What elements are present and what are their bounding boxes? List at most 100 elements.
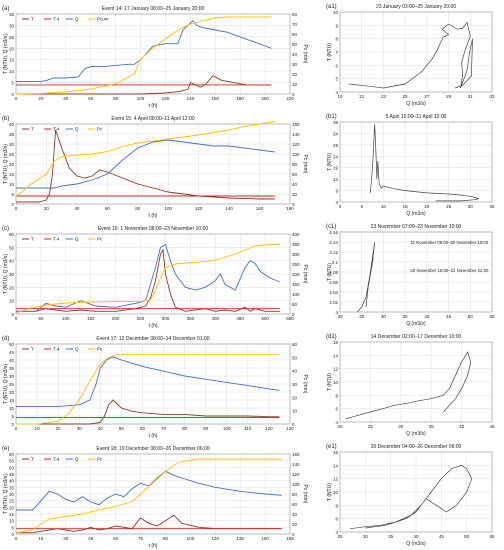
series-line-q [16, 470, 282, 511]
y-tick-label: 45 [9, 350, 15, 355]
x-tick-label: 45 [439, 534, 445, 539]
series-line-q [16, 20, 272, 82]
y-tick-label: 30 [9, 142, 15, 147]
x-tick-label: 35 [429, 424, 435, 429]
x-tick-label: 55 [489, 534, 495, 539]
x-tick-label: 40 [459, 424, 465, 429]
y2-tick-label: 160 [292, 452, 300, 457]
hysteresis-loop [348, 21, 473, 89]
y-tick-label: 45 [9, 472, 15, 477]
legend-label: T [31, 347, 34, 352]
x-tick-label: 0 [15, 316, 18, 321]
x-tick-label: 80 [182, 426, 188, 431]
y-tick-label: 6 [335, 407, 338, 412]
x-axis-label: t (h) [149, 103, 158, 109]
y-tick-label: 10 [9, 299, 15, 304]
legend-label: T [31, 457, 34, 462]
y-tick-label: 10 [333, 380, 339, 385]
x-tick-label: 80 [135, 206, 141, 211]
panel-label: (e) [2, 446, 9, 452]
plot-frame [339, 341, 493, 423]
y-tick-label: 60 [9, 232, 15, 237]
x-tick-label: 50 [468, 314, 474, 319]
y2-tick-label: 0 [292, 202, 295, 207]
y-tick-label: 35 [9, 485, 15, 490]
y2-tick-label: 10 [292, 82, 298, 87]
x-tick-label: 160 [256, 206, 264, 211]
x-tick-label: 0 [15, 536, 18, 541]
y-tick-label: 40 [9, 358, 15, 363]
x-tick-label: 20 [337, 424, 343, 429]
x-tick-label: 45 [446, 314, 452, 319]
y-tick-label: 20 [9, 390, 15, 395]
x-tick-label: 100 [137, 96, 145, 101]
x-axis-label: t (h) [149, 433, 158, 439]
x-tick-label: 100 [164, 206, 172, 211]
y2-tick-label: 60 [292, 502, 298, 507]
x-tick-label: 27 [424, 94, 430, 99]
y-tick-label: 4.14 [329, 240, 338, 245]
y2-tick-label: 40 [292, 369, 298, 374]
x-tick-label: 45 [88, 536, 94, 541]
y2-tick-label: 30 [292, 382, 298, 387]
y2-tick-label: 140 [292, 462, 300, 467]
x-tick-label: 200 [261, 96, 269, 101]
y-tick-label: 15 [9, 512, 15, 517]
timeseries-panel: 0 10 20 30 40 50 60 0 50 100 150 200 250 300 350 400 450… [2, 226, 308, 329]
x-tick-label: 20 [424, 204, 430, 209]
y-tick-label: 40 [9, 122, 15, 127]
x-tick-label: 29 [446, 94, 452, 99]
y-tick-label: 14 [333, 353, 339, 358]
legend-label: Q [75, 457, 79, 462]
x-axis-label: t (h) [149, 213, 158, 219]
x-tick-label: 55 [489, 314, 495, 319]
x-axis-label: Q (m3/s) [406, 431, 426, 437]
y2-tick-label: 60 [292, 172, 298, 177]
x-tick-label: 21 [359, 94, 365, 99]
y-axis-label: T (NTU) [327, 43, 333, 61]
legend-label: Pc [97, 237, 103, 242]
x-tick-label: 165 [286, 536, 294, 541]
y-tick-label: 5 [11, 81, 14, 86]
x-tick-label: 30 [381, 314, 387, 319]
x-tick-label: 100 [62, 316, 70, 321]
y2-tick-label: 200 [292, 272, 300, 277]
y-tick-label: 5 [11, 414, 14, 419]
x-tick-label: 35 [489, 204, 495, 209]
legend-label: T-4 [53, 237, 60, 242]
x-axis-label: Q (m3/s) [406, 541, 426, 547]
y-tick-label: 30 [9, 492, 15, 497]
y-tick-label: 30 [9, 23, 15, 28]
x-tick-label: 45 [489, 424, 495, 429]
y-tick-label: 34 [333, 131, 339, 136]
legend-label: T-4 [53, 127, 60, 132]
x-tick-label: 140 [225, 206, 233, 211]
plot-frame [15, 343, 291, 425]
x-tick-label: 0 [15, 206, 18, 211]
y-tick-label: 39 [333, 120, 339, 125]
y2-tick-label: 20 [292, 395, 298, 400]
x-tick-label: 450 [236, 316, 244, 321]
x-tick-label: 220 [286, 96, 294, 101]
y2-tick-label: 0 [292, 92, 295, 97]
x-tick-label: 0 [339, 204, 342, 209]
plot-frame [339, 451, 493, 533]
x-tick-label: 400 [212, 316, 220, 321]
y2-tick-label: 80 [292, 12, 298, 17]
hysteresis-loop [370, 124, 480, 202]
chart-title: Event 17: 12 December 08:00–14 December … [96, 336, 209, 342]
x-tick-label: 160 [212, 96, 220, 101]
x-tick-label: 50 [38, 316, 44, 321]
x-tick-label: 100 [223, 426, 231, 431]
x-tick-label: 50 [464, 534, 470, 539]
x-axis-label: Q (m3/s) [406, 211, 426, 217]
y2-axis-label: Pc (mm) [302, 485, 308, 504]
y-tick-label: 8 [335, 37, 338, 42]
plot-frame [15, 13, 291, 95]
y-tick-label: 4.04 [329, 290, 338, 295]
x-tick-label: 120 [162, 96, 170, 101]
y-tick-label: 0 [11, 202, 14, 207]
y-tick-label: 6 [335, 63, 338, 68]
y-tick-label: 35 [9, 132, 15, 137]
y-tick-label: 25 [9, 382, 15, 387]
